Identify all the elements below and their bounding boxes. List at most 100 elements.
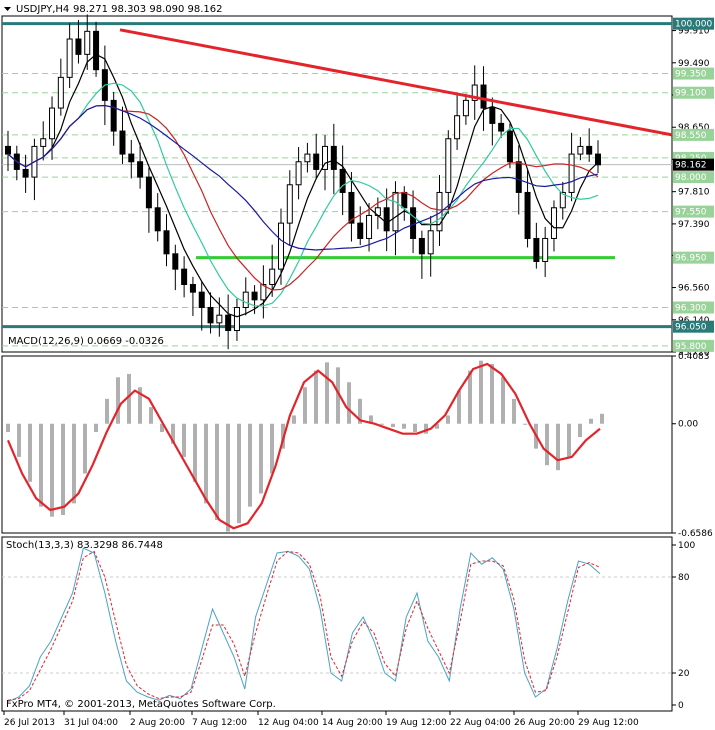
macd-bar: [556, 423, 560, 471]
macd-bar: [94, 423, 98, 433]
macd-bar: [149, 407, 153, 424]
macd-bar: [259, 423, 263, 494]
macd-bar: [83, 423, 87, 474]
candle-body: [506, 130, 513, 163]
y-tick-label: 97.810: [678, 188, 710, 198]
candle-body: [401, 191, 408, 209]
macd-bar: [193, 423, 197, 482]
candle-body: [277, 222, 284, 270]
macd-bar: [380, 423, 384, 425]
macd-bar: [325, 362, 329, 424]
macd-bar: [545, 423, 549, 466]
candle-body: [366, 214, 373, 239]
macd-bar: [567, 423, 571, 457]
price-tag-label: 98.162: [675, 161, 707, 171]
price-tag: [673, 67, 714, 80]
candle-body: [568, 153, 575, 193]
candle-body: [172, 253, 179, 270]
macd-bar: [490, 364, 494, 424]
candle-body: [93, 30, 100, 71]
candle-body: [242, 291, 249, 309]
candle-body: [260, 283, 267, 301]
macd-bar: [369, 415, 373, 424]
stoch-signal-line: [7, 550, 601, 701]
candle-body: [383, 207, 390, 232]
price-tag-label: 96.950: [675, 254, 707, 264]
candle-body: [586, 145, 593, 155]
candle-body: [84, 30, 91, 55]
candle-body: [181, 268, 188, 285]
candle-body: [533, 237, 540, 262]
candle-body: [189, 283, 196, 293]
y-tick-label: 0.00: [678, 420, 698, 430]
price-tag-label: 98.550: [675, 131, 707, 141]
x-tick-label: 12 Aug 04:00: [258, 718, 319, 728]
candle-body: [233, 307, 240, 332]
x-tick-label: 26 Jul 2013: [4, 718, 55, 728]
price-tag: [673, 86, 714, 99]
candle-body: [595, 153, 601, 166]
x-tick-label: 22 Aug 04:00: [450, 718, 511, 728]
macd-bar: [215, 423, 219, 520]
macd-bar: [523, 423, 527, 425]
dropdown-icon[interactable]: [4, 7, 11, 11]
macd-bar: [600, 413, 604, 424]
candle-body: [145, 176, 152, 209]
macd-bar: [72, 423, 76, 504]
candle-body: [427, 230, 434, 255]
candle-body: [110, 99, 117, 132]
candle-body: [418, 237, 425, 255]
macd-bar: [479, 360, 483, 424]
candle-body: [119, 130, 126, 155]
ohlc-readout: 98.271 98.303 98.090 98.162: [73, 4, 223, 15]
price-tag-label: 96.050: [675, 323, 707, 333]
candle-body: [550, 207, 557, 239]
candle-body: [542, 237, 549, 262]
price-panel[interactable]: 99.91099.49099.07098.65098.23097.81097.3…: [1, 14, 714, 358]
candle-body: [225, 314, 232, 332]
y-tick-label: 0.4083: [678, 352, 710, 362]
macd-bar: [358, 398, 362, 424]
candle-body: [577, 145, 584, 155]
price-tag-label: 97.550: [675, 208, 707, 218]
macd-bar: [589, 418, 593, 424]
x-axis: 26 Jul 2013 31 Jul 04:00 2 Aug 20:00 7 Aug …: [3, 711, 639, 728]
macd-bar: [248, 423, 252, 507]
candle-body: [154, 207, 161, 232]
macd-bar: [347, 382, 351, 424]
macd-bar: [424, 423, 428, 434]
candle-body: [515, 161, 522, 193]
y-tick-label: 96.560: [678, 284, 710, 294]
candle-body: [207, 307, 214, 324]
stoch-panel[interactable]: 100 80 20 0: [1, 536, 695, 712]
macd-bar: [105, 398, 109, 424]
x-tick-label: 19 Aug 12:00: [386, 718, 447, 728]
macd-bar: [138, 387, 142, 424]
stoch-panel-frame: [1, 536, 673, 712]
y-tick-label: 100: [678, 541, 695, 551]
macd-title: MACD(12,26,9) 0.0669 -0.0326: [8, 336, 164, 347]
y-tick-label: 99.490: [678, 59, 710, 69]
macd-bar: [435, 423, 439, 429]
price-tag: [673, 205, 714, 218]
candle-body: [57, 76, 64, 109]
macd-bar: [292, 415, 296, 424]
candle-body: [251, 291, 258, 301]
candle-body: [462, 99, 469, 117]
candle-body: [348, 191, 355, 224]
x-tick-label: 2 Aug 20:00: [130, 718, 185, 728]
x-tick-label: 31 Jul 04:00: [64, 718, 118, 728]
price-tag: [673, 171, 714, 184]
candle-body: [5, 145, 11, 155]
macd-bar: [6, 423, 10, 433]
y-tick-label: 95.720: [678, 348, 710, 358]
macd-bar: [402, 423, 406, 429]
stoch-main-line: [7, 547, 601, 703]
candle-body: [445, 138, 452, 193]
macd-bar: [237, 423, 241, 524]
macd-panel[interactable]: 0.4083 0.00 -0.6586: [1, 352, 713, 539]
macd-bar: [501, 377, 505, 424]
candle-body: [330, 145, 337, 170]
y-tick-label: 99.910: [678, 27, 710, 37]
